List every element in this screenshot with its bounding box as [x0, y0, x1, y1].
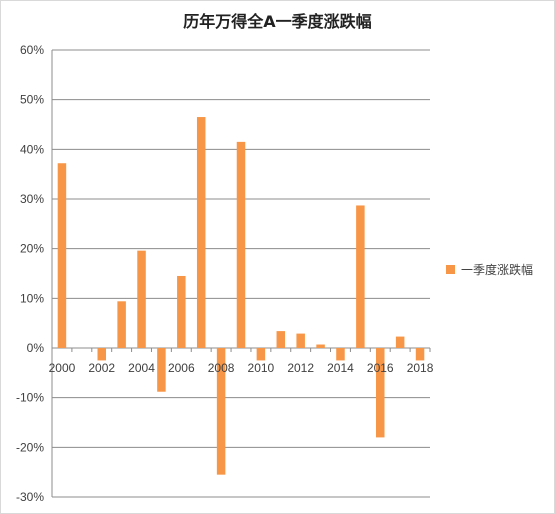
x-tick-labels: 2000 2002 2004 2006 2008 2010 2012 2014 2016 2018: [49, 361, 434, 375]
bars: [57, 117, 425, 475]
bar-2015: [356, 205, 365, 348]
x-tick-label: 2000: [49, 361, 76, 375]
bar-2002: [97, 348, 106, 361]
bar-2014: [336, 348, 345, 361]
y-tick-label: 50%: [20, 93, 44, 107]
bar-2006: [177, 275, 186, 348]
bar-2008: [216, 348, 226, 475]
x-tick-label: 2012: [287, 361, 314, 375]
y-tick-label: 0%: [27, 341, 45, 355]
legend-swatch: [446, 265, 455, 274]
bar-2012: [296, 333, 305, 348]
x-tick-label: 2004: [128, 361, 155, 375]
y-tick-label: 40%: [20, 142, 44, 156]
bar-2016: [376, 348, 385, 438]
x-tick-label: 2006: [168, 361, 195, 375]
y-tick-label: 10%: [20, 291, 44, 305]
bar-2009: [236, 141, 246, 348]
bar-2003: [117, 301, 126, 348]
x-tick-label: 2016: [367, 361, 394, 375]
x-tick-label: 2018: [407, 361, 434, 375]
x-tick-label: 2008: [208, 361, 235, 375]
chart-title: 历年万得全A一季度涨跌幅: [183, 12, 372, 31]
bar-2000: [57, 163, 67, 348]
bar-2018: [415, 348, 425, 361]
legend-label: 一季度涨跌幅: [461, 263, 534, 277]
bar-2007: [196, 117, 206, 348]
y-tick-labels: 60% 50% 40% 30% 20% 10% 0% -10% -20% -30%: [16, 43, 44, 504]
bar-2005: [157, 348, 166, 392]
x-tick-label: 2010: [248, 361, 275, 375]
bar-2010: [256, 348, 266, 361]
bar-2004: [137, 250, 146, 348]
y-tick-label: 30%: [20, 192, 44, 206]
x-tick-label: 2002: [88, 361, 115, 375]
y-tick-label: 20%: [20, 242, 44, 256]
x-tick-label: 2014: [327, 361, 354, 375]
axes: [51, 50, 431, 497]
y-tick-label: -20%: [16, 440, 44, 454]
y-tick-label: 60%: [20, 43, 44, 57]
legend: 一季度涨跌幅: [446, 261, 533, 278]
bar-2013: [316, 344, 325, 348]
bar-2011: [276, 331, 286, 348]
y-tick-label: -10%: [16, 391, 44, 405]
bar-2017: [395, 336, 405, 348]
y-tick-label: -30%: [16, 490, 44, 504]
